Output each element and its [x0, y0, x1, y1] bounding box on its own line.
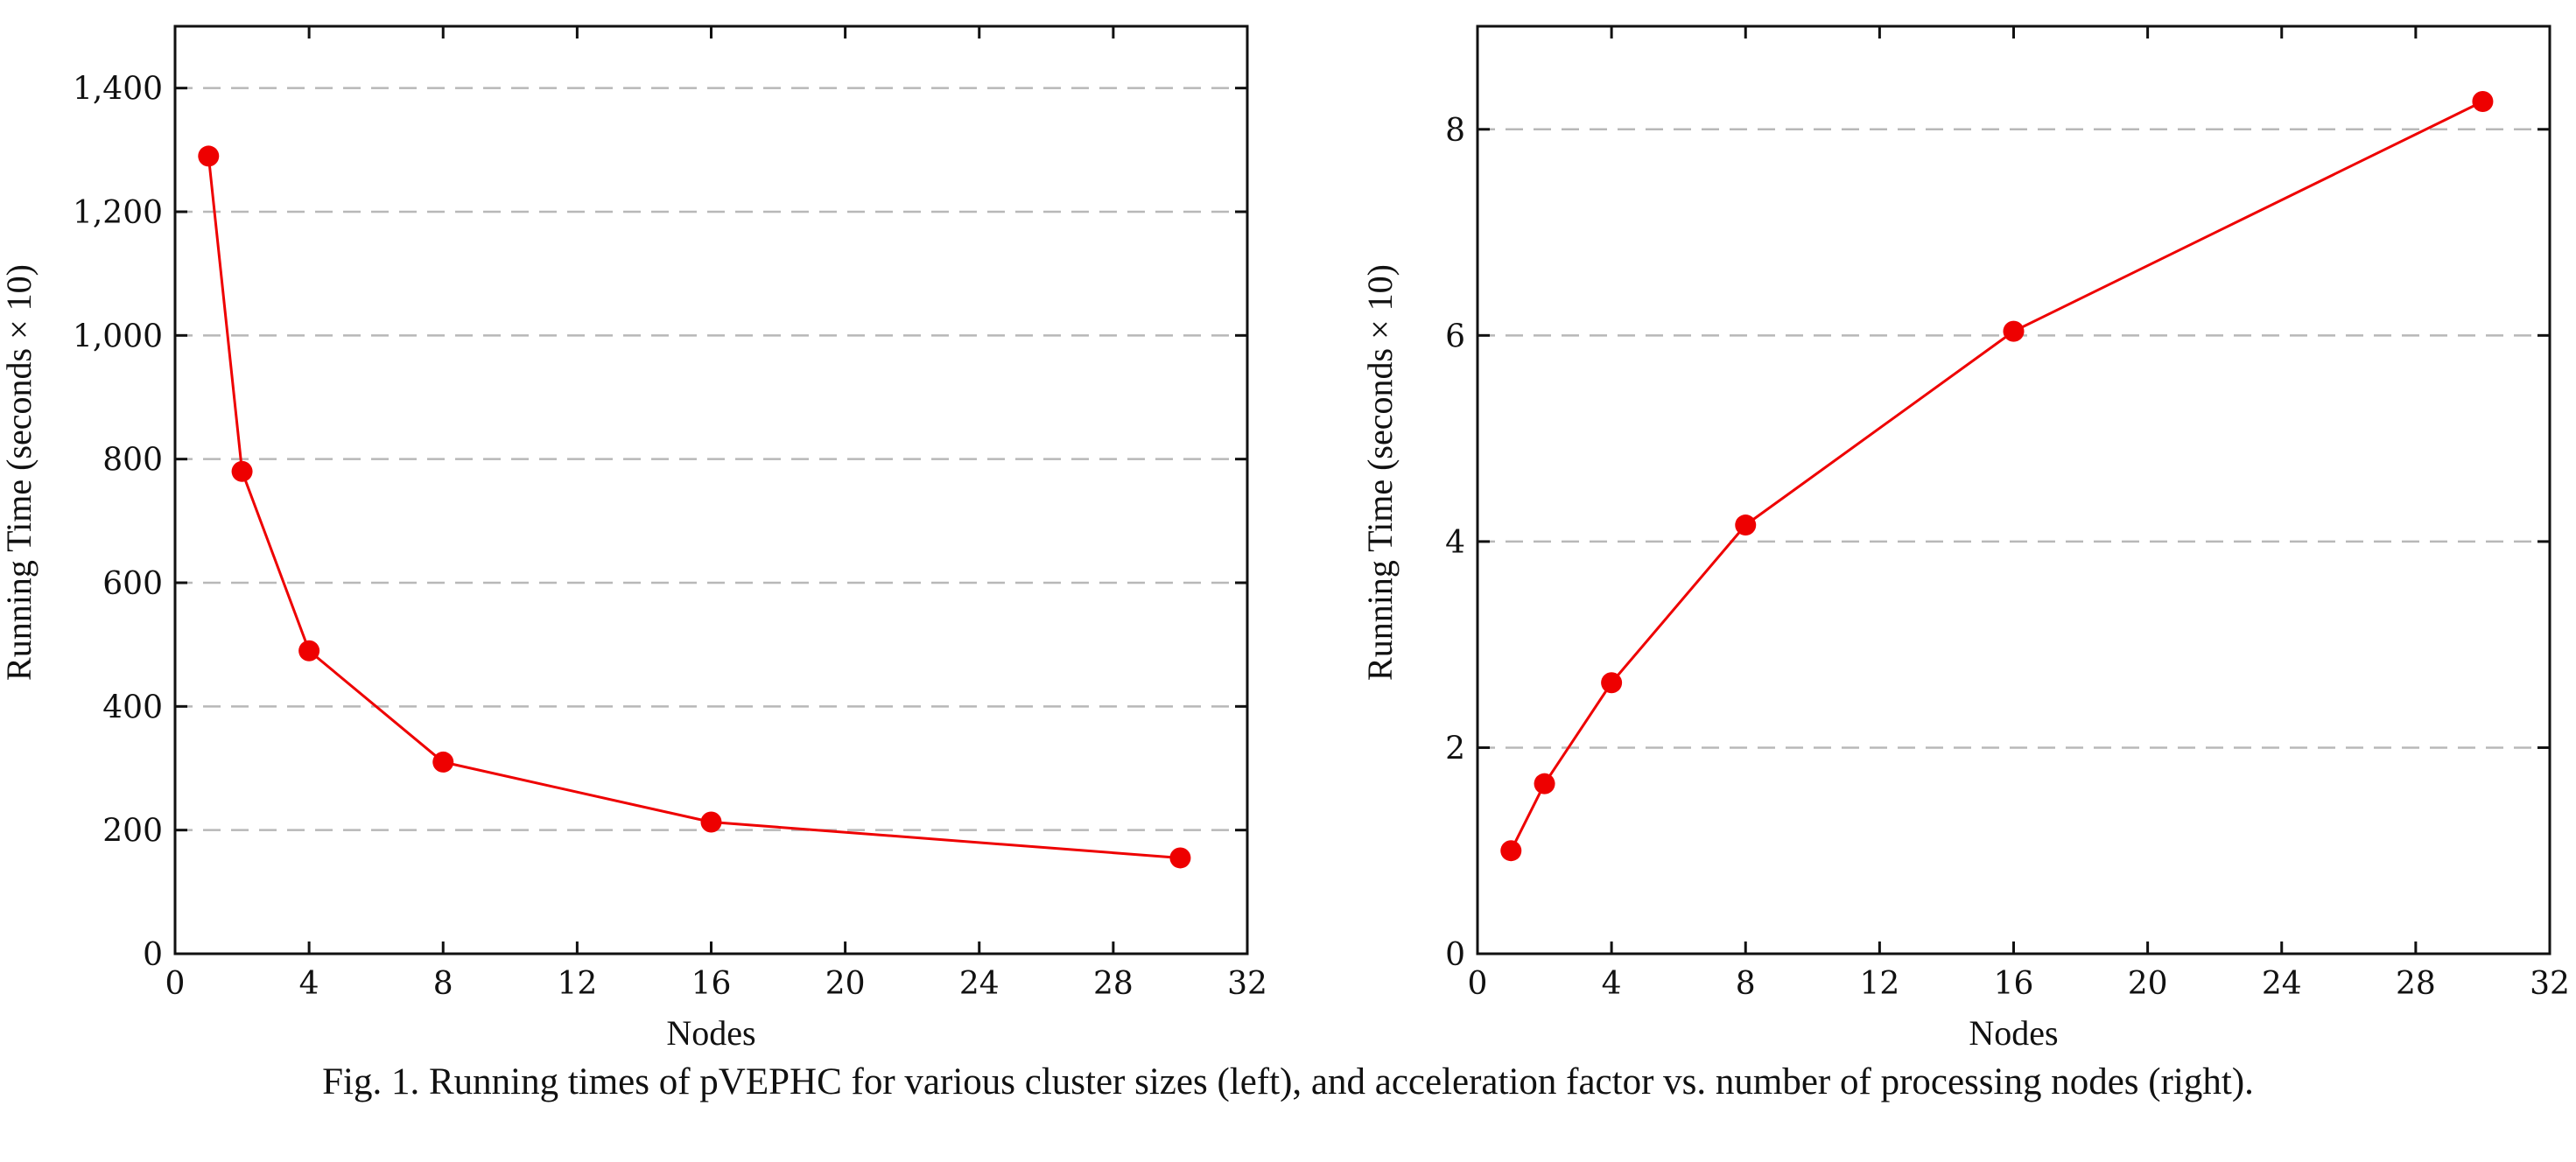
- y-tick-label: 800: [102, 443, 163, 479]
- data-point: [1169, 847, 1191, 869]
- y-tick-label: 600: [102, 566, 163, 602]
- data-point: [231, 460, 253, 482]
- figure-caption: Fig. 1. Running times of pVEPHC for vari…: [322, 1061, 2254, 1102]
- x-tick-label: 0: [1468, 966, 1488, 1002]
- series-line: [1509, 100, 2484, 851]
- data-point: [1735, 514, 1757, 536]
- x-tick-label: 4: [299, 966, 319, 1002]
- data-point: [1500, 840, 1522, 862]
- series-line: [207, 156, 1181, 859]
- x-tick-label: 16: [1994, 966, 2034, 1002]
- y-tick-label: 8: [1445, 113, 1465, 149]
- x-tick-label: 28: [2396, 966, 2436, 1002]
- x-tick-label: 20: [825, 966, 866, 1002]
- x-tick-label: 12: [1859, 966, 1899, 1002]
- data-point: [298, 640, 320, 662]
- data-point: [700, 811, 722, 833]
- x-tick-label: 32: [2530, 966, 2570, 1002]
- x-tick-label: 24: [959, 966, 1000, 1002]
- x-axis-title: Nodes: [666, 1013, 755, 1053]
- y-tick-label: 2: [1445, 731, 1465, 766]
- data-point: [1601, 672, 1623, 694]
- x-tick-label: 16: [691, 966, 732, 1002]
- x-tick-label: 20: [2128, 966, 2168, 1002]
- y-tick-label: 200: [102, 814, 163, 850]
- y-tick-label: 1,000: [73, 318, 163, 354]
- data-point: [2003, 320, 2025, 342]
- x-tick-label: 8: [433, 966, 453, 1002]
- x-tick-label: 4: [1602, 966, 1622, 1002]
- y-tick-label: 1,200: [73, 195, 163, 231]
- data-point: [2472, 90, 2494, 112]
- x-tick-label: 28: [1093, 966, 1134, 1002]
- y-tick-label: 400: [102, 690, 163, 725]
- data-point: [198, 145, 220, 167]
- y-tick-label: 4: [1445, 525, 1465, 561]
- y-axis-title: Running Time (seconds × 10): [0, 264, 39, 681]
- x-axis-title: Nodes: [1969, 1013, 2058, 1053]
- data-point: [1534, 773, 1555, 794]
- plot-frame: [1476, 24, 2551, 956]
- left-chart: 0 200 400 600 800 1,000 1,200 1,400 0 4 8 12 16 20 24 2…: [0, 24, 1267, 1053]
- x-tick-label: 24: [2262, 966, 2302, 1002]
- y-tick-label: 1,400: [73, 72, 163, 108]
- y-axis-title: Running Time (seconds × 10): [1360, 264, 1400, 681]
- x-tick-label: 32: [1227, 966, 1267, 1002]
- y-tick-label: 6: [1445, 318, 1465, 354]
- x-tick-label: 8: [1736, 966, 1756, 1002]
- data-point: [432, 751, 454, 773]
- x-tick-label: 12: [557, 966, 597, 1002]
- x-tick-label: 0: [165, 966, 186, 1002]
- y-tick-label: 0: [1445, 937, 1465, 973]
- y-tick-label: 0: [143, 937, 163, 973]
